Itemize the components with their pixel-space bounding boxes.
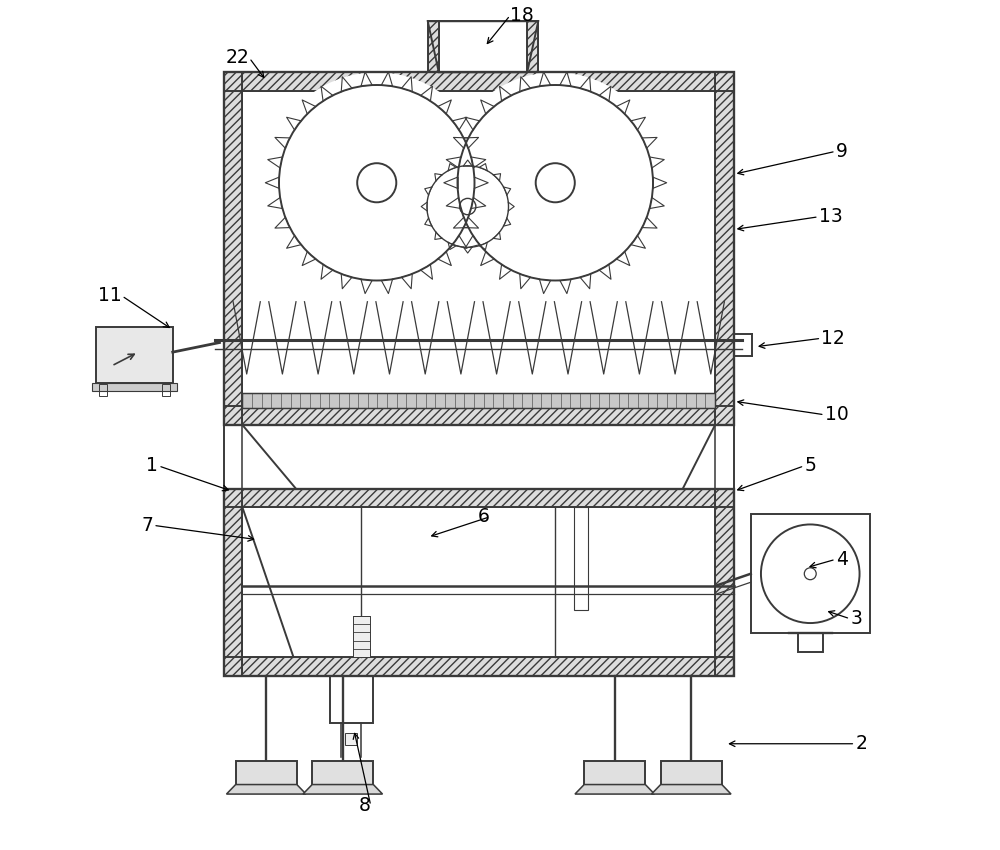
Bar xyxy=(224,489,242,676)
Bar xyxy=(96,327,173,382)
Bar xyxy=(428,21,439,72)
Text: 3: 3 xyxy=(850,609,862,628)
Bar xyxy=(224,657,734,676)
Text: 8: 8 xyxy=(359,796,371,815)
Bar xyxy=(584,761,645,785)
Text: 18: 18 xyxy=(510,6,534,25)
Bar xyxy=(224,406,734,425)
Bar xyxy=(312,761,373,785)
Bar xyxy=(345,733,357,745)
Bar xyxy=(527,21,538,72)
Text: 1: 1 xyxy=(146,456,158,475)
Bar xyxy=(224,657,734,676)
Bar xyxy=(224,489,734,507)
Bar xyxy=(99,384,107,396)
Text: 7: 7 xyxy=(141,516,153,535)
Text: 11: 11 xyxy=(98,286,122,305)
Bar xyxy=(715,489,734,676)
Bar xyxy=(224,489,734,507)
Bar xyxy=(224,72,242,425)
Bar xyxy=(236,761,297,785)
Polygon shape xyxy=(575,785,655,794)
Bar xyxy=(162,384,170,396)
Bar xyxy=(224,406,734,425)
Bar xyxy=(330,676,372,722)
Polygon shape xyxy=(226,785,306,794)
Bar xyxy=(574,507,588,610)
Bar xyxy=(715,489,734,676)
Text: 10: 10 xyxy=(825,405,848,424)
Bar xyxy=(428,21,439,72)
Bar xyxy=(224,72,242,425)
Bar xyxy=(224,72,734,91)
Bar xyxy=(224,72,734,425)
Bar xyxy=(353,616,370,657)
Bar xyxy=(242,393,715,408)
Bar xyxy=(224,72,734,91)
Circle shape xyxy=(266,72,487,293)
Bar xyxy=(224,489,734,676)
Polygon shape xyxy=(303,785,383,794)
Bar xyxy=(242,393,715,408)
Bar xyxy=(92,382,177,391)
Bar xyxy=(715,72,734,425)
Text: 13: 13 xyxy=(819,207,842,226)
Text: 5: 5 xyxy=(804,456,816,475)
Text: 4: 4 xyxy=(836,550,848,569)
Circle shape xyxy=(445,72,666,293)
Bar xyxy=(798,633,823,652)
Polygon shape xyxy=(651,785,731,794)
Text: 6: 6 xyxy=(478,507,490,526)
Text: 22: 22 xyxy=(226,48,249,67)
Bar xyxy=(527,21,538,72)
Bar xyxy=(224,489,242,676)
Text: 9: 9 xyxy=(836,142,848,161)
Bar xyxy=(715,72,734,425)
Bar xyxy=(751,514,870,633)
Bar xyxy=(661,761,722,785)
Circle shape xyxy=(422,161,514,252)
Text: 2: 2 xyxy=(855,734,867,753)
Text: 12: 12 xyxy=(821,329,845,348)
